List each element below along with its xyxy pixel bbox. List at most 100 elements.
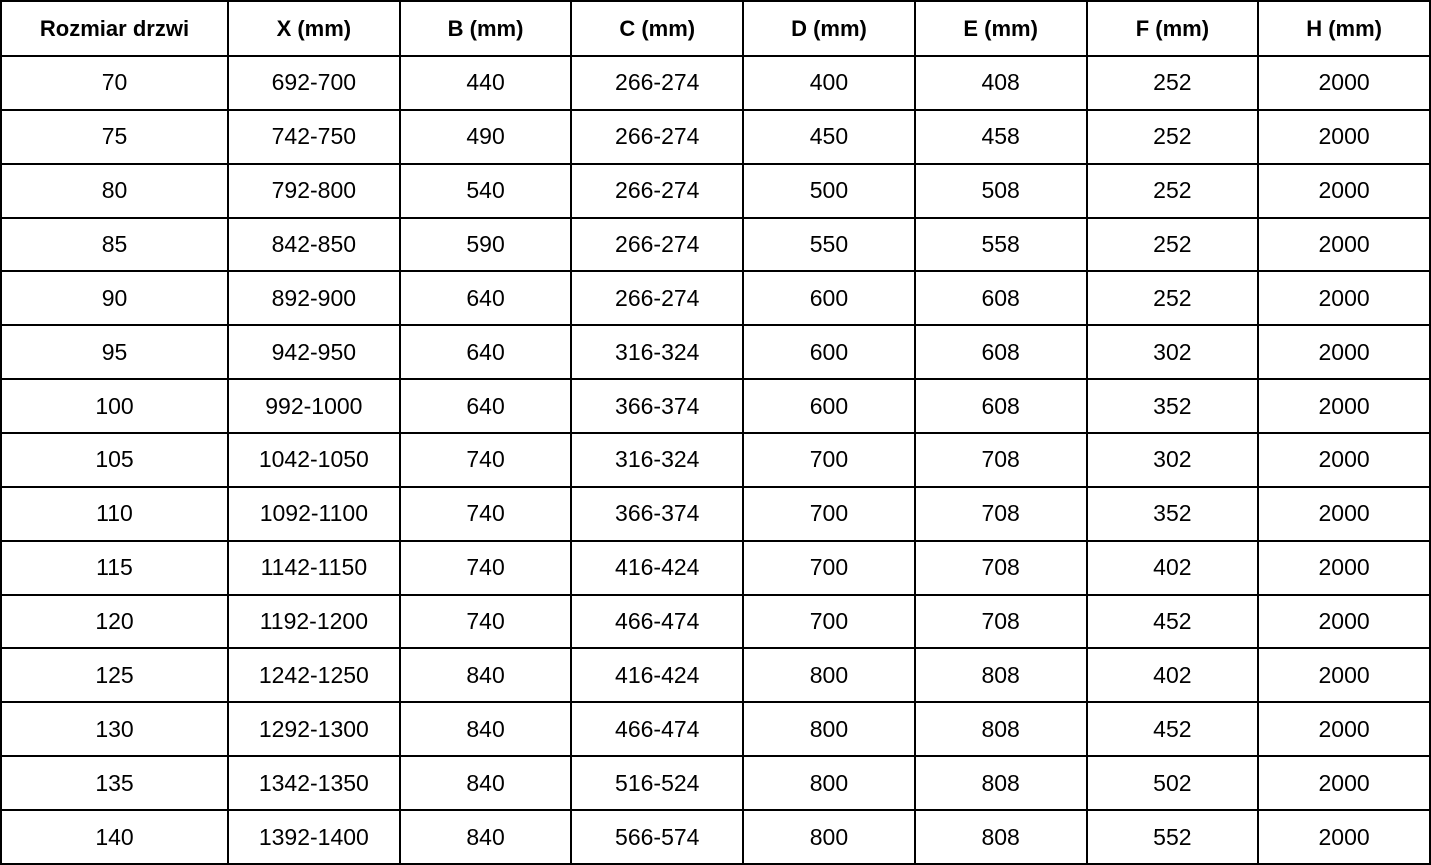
table-cell: 608 — [913, 270, 1088, 327]
table-cell: 502 — [1085, 755, 1260, 812]
table-cell: 2000 — [1257, 378, 1431, 435]
table-cell: 800 — [742, 701, 916, 758]
table-cell: 800 — [742, 755, 916, 812]
table-cell: 105 — [0, 432, 229, 488]
table-cell: 708 — [913, 485, 1088, 542]
table-cell: 2000 — [1257, 162, 1431, 219]
table-row: 80 792-800 540 266-274 500 508 252 2000 — [0, 162, 1431, 219]
table-row: 70 692-700 440 266-274 400 408 252 2000 — [0, 55, 1431, 111]
table-row: 140 1392-1400 840 566-574 800 808 552 2000 — [0, 809, 1431, 865]
table-row: 75 742-750 490 266-274 450 458 252 2000 — [0, 108, 1431, 165]
table-cell: 740 — [398, 593, 573, 650]
table-cell: 840 — [398, 701, 573, 758]
table-cell: 808 — [913, 647, 1088, 704]
table-cell: 800 — [742, 809, 916, 865]
table-cell: 252 — [1085, 55, 1260, 111]
table-cell: 466-474 — [570, 593, 745, 650]
table-row: 95 942-950 640 316-324 600 608 302 2000 — [0, 324, 1431, 381]
table-cell: 700 — [742, 432, 916, 488]
table-cell: 85 — [0, 216, 229, 273]
table-cell: 110 — [0, 485, 229, 542]
table-cell: 508 — [913, 162, 1088, 219]
table-row: 135 1342-1350 840 516-524 800 808 502 2000 — [0, 755, 1431, 812]
table-cell: 2000 — [1257, 485, 1431, 542]
table-cell: 466-474 — [570, 701, 745, 758]
table-cell: 808 — [913, 701, 1088, 758]
table-cell: 302 — [1085, 432, 1260, 488]
table-cell: 2000 — [1257, 701, 1431, 758]
column-header-4: D (mm) — [742, 0, 916, 57]
table-cell: 892-900 — [227, 270, 401, 327]
table-cell: 608 — [913, 378, 1088, 435]
table-cell: 416-424 — [570, 539, 745, 596]
table-cell: 740 — [398, 432, 573, 488]
table-cell: 90 — [0, 270, 229, 327]
table-cell: 708 — [913, 432, 1088, 488]
column-header-1: X (mm) — [227, 0, 401, 57]
table-cell: 70 — [0, 55, 229, 111]
table-cell: 440 — [398, 55, 573, 111]
table-cell: 252 — [1085, 216, 1260, 273]
column-header-6: F (mm) — [1085, 0, 1260, 57]
table-cell: 130 — [0, 701, 229, 758]
table-cell: 266-274 — [570, 216, 745, 273]
table-cell: 2000 — [1257, 809, 1431, 865]
table-cell: 450 — [742, 108, 916, 165]
table-cell: 600 — [742, 378, 916, 435]
column-header-5: E (mm) — [913, 0, 1088, 57]
table-cell: 2000 — [1257, 55, 1431, 111]
table-cell: 352 — [1085, 378, 1260, 435]
table-cell: 808 — [913, 809, 1088, 865]
table-cell: 808 — [913, 755, 1088, 812]
column-header-2: B (mm) — [398, 0, 573, 57]
table-row: 105 1042-1050 740 316-324 700 708 302 2000 — [0, 432, 1431, 488]
table-cell: 600 — [742, 270, 916, 327]
table-cell: 452 — [1085, 701, 1260, 758]
table-cell: 1092-1100 — [227, 485, 401, 542]
table-cell: 402 — [1085, 647, 1260, 704]
table-cell: 842-850 — [227, 216, 401, 273]
table-cell: 840 — [398, 647, 573, 704]
table-cell: 366-374 — [570, 378, 745, 435]
table-cell: 252 — [1085, 162, 1260, 219]
column-header-7: H (mm) — [1257, 0, 1431, 57]
table-cell: 600 — [742, 324, 916, 381]
table-row: 115 1142-1150 740 416-424 700 708 402 2000 — [0, 539, 1431, 596]
table-cell: 135 — [0, 755, 229, 812]
table-cell: 252 — [1085, 108, 1260, 165]
table-cell: 2000 — [1257, 593, 1431, 650]
table-cell: 266-274 — [570, 162, 745, 219]
table-cell: 2000 — [1257, 324, 1431, 381]
table-cell: 95 — [0, 324, 229, 381]
table-cell: 1242-1250 — [227, 647, 401, 704]
table-cell: 516-524 — [570, 755, 745, 812]
table-cell: 316-324 — [570, 432, 745, 488]
table-cell: 792-800 — [227, 162, 401, 219]
table-header: Rozmiar drzwi X (mm) B (mm) C (mm) D (mm) E (… — [0, 0, 1431, 57]
table-cell: 402 — [1085, 539, 1260, 596]
table-cell: 2000 — [1257, 432, 1431, 488]
table-cell: 1042-1050 — [227, 432, 401, 488]
table-cell: 416-424 — [570, 647, 745, 704]
table-cell: 700 — [742, 539, 916, 596]
table-cell: 558 — [913, 216, 1088, 273]
table-cell: 840 — [398, 809, 573, 865]
table-cell: 75 — [0, 108, 229, 165]
table-cell: 400 — [742, 55, 916, 111]
table-cell: 2000 — [1257, 539, 1431, 596]
table-cell: 1192-1200 — [227, 593, 401, 650]
table-cell: 2000 — [1257, 108, 1431, 165]
table-cell: 640 — [398, 378, 573, 435]
table-row: 85 842-850 590 266-274 550 558 252 2000 — [0, 216, 1431, 273]
table-cell: 125 — [0, 647, 229, 704]
table-cell: 500 — [742, 162, 916, 219]
table-cell: 992-1000 — [227, 378, 401, 435]
table-cell: 800 — [742, 647, 916, 704]
table-cell: 608 — [913, 324, 1088, 381]
table-cell: 942-950 — [227, 324, 401, 381]
table-row: 110 1092-1100 740 366-374 700 708 352 2000 — [0, 485, 1431, 542]
table-cell: 120 — [0, 593, 229, 650]
header-row: Rozmiar drzwi X (mm) B (mm) C (mm) D (mm) E (… — [0, 0, 1431, 57]
table-cell: 100 — [0, 378, 229, 435]
